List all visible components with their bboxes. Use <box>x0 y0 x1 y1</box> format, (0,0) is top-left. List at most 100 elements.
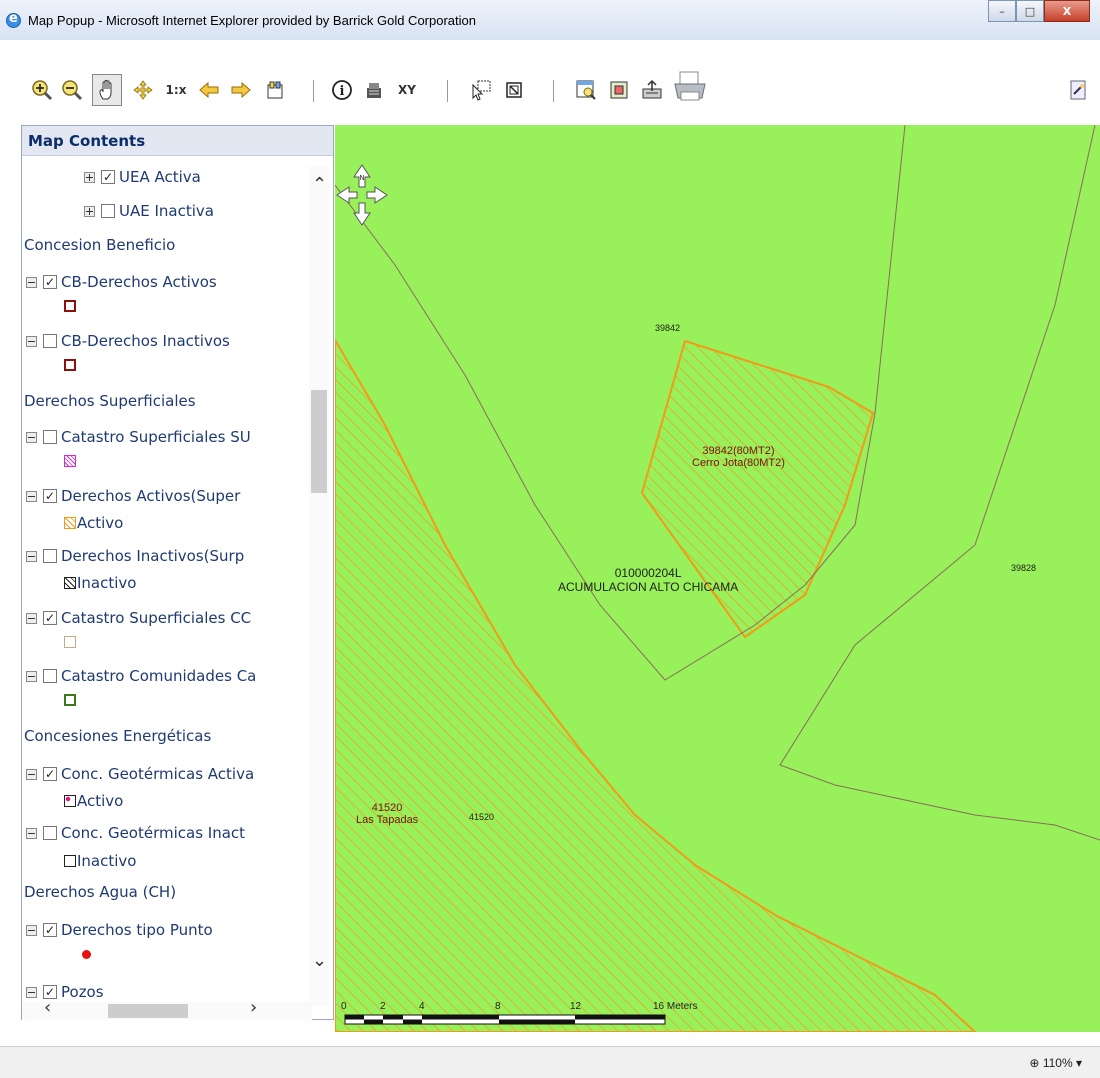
scale-tick-label: 4 <box>419 1001 425 1012</box>
pan-navigator[interactable]: N <box>336 164 388 226</box>
polygon-39842[interactable] <box>640 339 875 639</box>
checkbox-pozos[interactable]: ✓ <box>43 985 57 999</box>
layer-geo-inactivas[interactable]: Conc. Geotérmicas Inact <box>26 824 245 842</box>
scroll-thumb[interactable] <box>108 1004 188 1018</box>
chevron-down-icon[interactable]: ▾ <box>1075 1056 1082 1070</box>
layer-cb-inactivos[interactable]: CB-Derechos Inactivos <box>26 332 230 350</box>
collapse-icon[interactable] <box>26 431 37 443</box>
checkbox-uea-activa[interactable]: ✓ <box>101 170 115 184</box>
vertical-scrollbar[interactable]: ⌃ ⌄ <box>309 166 329 1006</box>
back-arrow-icon[interactable] <box>197 78 221 102</box>
red-point-symbol-icon <box>82 950 91 959</box>
xy-icon[interactable]: XY <box>398 83 416 97</box>
label-line: ACUMULACION ALTO CHICAMA <box>558 580 739 594</box>
map-view[interactable]: N 39842 39842(80MT2) Cerro Jota(80MT2) 0… <box>335 125 1100 1032</box>
layer-label: Catastro Superficiales CC <box>61 609 252 627</box>
full-extent-icon[interactable] <box>131 78 155 102</box>
checkbox-derechos-punto[interactable]: ✓ <box>43 923 57 937</box>
close-button[interactable]: X <box>1044 0 1090 22</box>
collapse-icon[interactable] <box>26 490 37 502</box>
layer-derechos-activos-sup[interactable]: ✓ Derechos Activos(Super <box>26 487 240 505</box>
zoom-selection-icon[interactable] <box>573 78 599 102</box>
horizontal-scrollbar[interactable]: ‹ › <box>22 997 312 1020</box>
pan-south-icon[interactable] <box>353 202 371 226</box>
ie-logo-icon <box>6 11 21 28</box>
map-toolbar: 1:x i XY <box>0 71 1100 112</box>
clear-select-icon[interactable] <box>502 78 526 102</box>
collapse-icon[interactable] <box>26 670 37 682</box>
layer-pozos[interactable]: ✓ Pozos <box>26 983 104 1001</box>
expand-icon[interactable] <box>84 171 95 183</box>
toolbar-separator <box>553 80 554 102</box>
layer-uae-inactiva[interactable]: UAE Inactiva <box>84 202 214 220</box>
collapse-icon[interactable] <box>26 335 37 347</box>
scroll-up-icon[interactable]: ⌃ <box>312 174 328 195</box>
identify-icon[interactable]: i <box>330 78 354 102</box>
collapse-icon[interactable] <box>26 768 37 780</box>
layer-derechos-inactivos-sup[interactable]: Derechos Inactivos(Surp <box>26 547 244 565</box>
scale-tick-label: 2 <box>380 1001 386 1012</box>
scale-tick-label: 0 <box>341 1001 347 1012</box>
hatched-symbol-icon <box>64 455 76 467</box>
pan-hand-icon[interactable] <box>92 74 122 106</box>
scroll-left-icon[interactable]: ‹ <box>44 997 52 1018</box>
collapse-icon[interactable] <box>26 276 37 288</box>
checkbox-cb-inactivos[interactable] <box>43 334 57 348</box>
maximize-button[interactable]: □ <box>1016 0 1044 22</box>
scroll-right-icon[interactable]: › <box>250 997 258 1018</box>
scroll-down-icon[interactable]: ⌄ <box>312 950 328 971</box>
map-canvas[interactable]: N <box>335 125 1100 1032</box>
checkbox-cb-activos[interactable]: ✓ <box>43 275 57 289</box>
checkbox-uae-inactiva[interactable] <box>101 204 115 218</box>
pan-north-icon[interactable] <box>353 164 371 188</box>
legend-cb-inactivos <box>64 359 77 371</box>
checkbox-catastro-comunidades[interactable] <box>43 669 57 683</box>
layer-catastro-cc[interactable]: ✓ Catastro Superficiales CC <box>26 609 251 627</box>
layer-geo-activas[interactable]: ✓ Conc. Geotérmicas Activa <box>26 765 254 783</box>
minimize-button[interactable]: – <box>988 0 1016 22</box>
pan-west-icon[interactable] <box>336 186 358 204</box>
measure-icon[interactable] <box>362 78 386 102</box>
scroll-thumb[interactable] <box>311 390 327 493</box>
export-icon[interactable] <box>639 78 665 102</box>
layer-label: Conc. Geotérmicas Activa <box>61 765 255 783</box>
layer-catastro-comunidades[interactable]: Catastro Comunidades Ca <box>26 667 256 685</box>
tools-icon[interactable] <box>1066 78 1090 102</box>
zoom-1x-icon[interactable]: 1:x <box>165 83 187 97</box>
layer-cb-activos[interactable]: ✓ CB-Derechos Activos <box>26 273 217 291</box>
group-derechos-agua: Derechos Agua (CH) <box>24 883 177 901</box>
checkbox-catastro-cc[interactable]: ✓ <box>43 611 57 625</box>
layer-catastro-su[interactable]: Catastro Superficiales SU <box>26 428 251 446</box>
window-controls: – □ X <box>988 0 1090 22</box>
layer-uea-activa[interactable]: ✓ UEA Activa <box>84 168 201 186</box>
checkbox-catastro-su[interactable] <box>43 430 57 444</box>
forward-arrow-icon[interactable] <box>229 78 253 102</box>
hatched-symbol-icon <box>64 577 76 589</box>
zoom-in-icon[interactable] <box>30 78 54 102</box>
select-icon[interactable] <box>468 78 494 102</box>
collapse-icon[interactable] <box>26 986 37 998</box>
checkbox-derechos-activos-sup[interactable]: ✓ <box>43 489 57 503</box>
polygon-symbol-icon <box>64 694 76 706</box>
legend-icon[interactable] <box>263 78 287 102</box>
polygon-41520[interactable] <box>335 338 977 1032</box>
print-icon[interactable] <box>672 70 708 104</box>
checkbox-geo-activas[interactable]: ✓ <box>43 767 57 781</box>
zoom-control[interactable]: ⊕ 110% ▾ <box>1029 1056 1082 1070</box>
checkbox-derechos-inactivos-sup[interactable] <box>43 549 57 563</box>
layer-label: Derechos Inactivos(Surp <box>61 547 245 565</box>
legend-derechos-punto <box>82 950 92 959</box>
overview-icon[interactable] <box>607 78 631 102</box>
zoom-out-icon[interactable] <box>60 78 84 102</box>
checkbox-geo-inactivas[interactable] <box>43 826 57 840</box>
layer-label: Conc. Geotérmicas Inact <box>61 824 246 842</box>
scale-bar <box>344 1014 666 1025</box>
map-label-alto-chicama: 010000204L ACUMULACION ALTO CHICAMA <box>558 566 738 594</box>
expand-icon[interactable] <box>84 205 95 217</box>
layer-derechos-punto[interactable]: ✓ Derechos tipo Punto <box>26 921 213 939</box>
collapse-icon[interactable] <box>26 827 37 839</box>
pan-east-icon[interactable] <box>366 186 388 204</box>
collapse-icon[interactable] <box>26 924 37 936</box>
collapse-icon[interactable] <box>26 612 37 624</box>
collapse-icon[interactable] <box>26 550 37 562</box>
